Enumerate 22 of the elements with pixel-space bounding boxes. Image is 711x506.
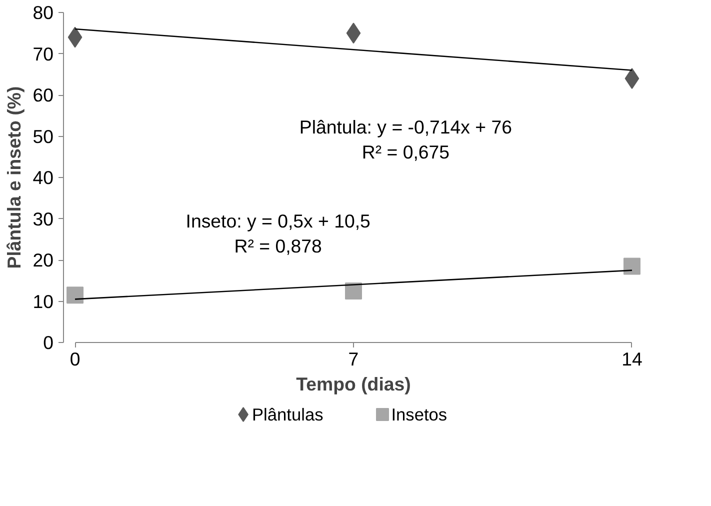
x-tick-label: 7 — [348, 348, 359, 370]
y-tick-label: 50 — [32, 126, 54, 147]
point — [623, 258, 640, 275]
y-tick-label: 0 — [43, 332, 54, 353]
y-tick-label: 30 — [32, 208, 54, 230]
y-tick-label: 80 — [32, 2, 54, 23]
x-tick-label: 14 — [622, 348, 642, 370]
point — [345, 282, 362, 300]
annotation: Plântula: y = -0,714x + 76 R² = 0,675 — [299, 116, 512, 163]
y-tick-label: 10 — [32, 290, 54, 312]
point — [66, 286, 84, 304]
annotation: Inseto: y = 0,5x + 10,5 R² = 0,878 — [186, 210, 370, 257]
y-axis-title: Plântula e inseto (%) — [4, 86, 25, 269]
y-tick-label: 70 — [32, 43, 54, 64]
y-tick-label: 20 — [32, 250, 54, 270]
y-tick-label: 40 — [32, 167, 54, 188]
y-tick-label: 60 — [32, 84, 54, 106]
x-axis-title: Tempo (dias) — [296, 374, 411, 394]
point — [624, 68, 640, 89]
x-tick-label: 0 — [70, 348, 80, 370]
legend-label: Insetos — [391, 404, 448, 424]
legend-label: Plântulas — [252, 404, 324, 424]
